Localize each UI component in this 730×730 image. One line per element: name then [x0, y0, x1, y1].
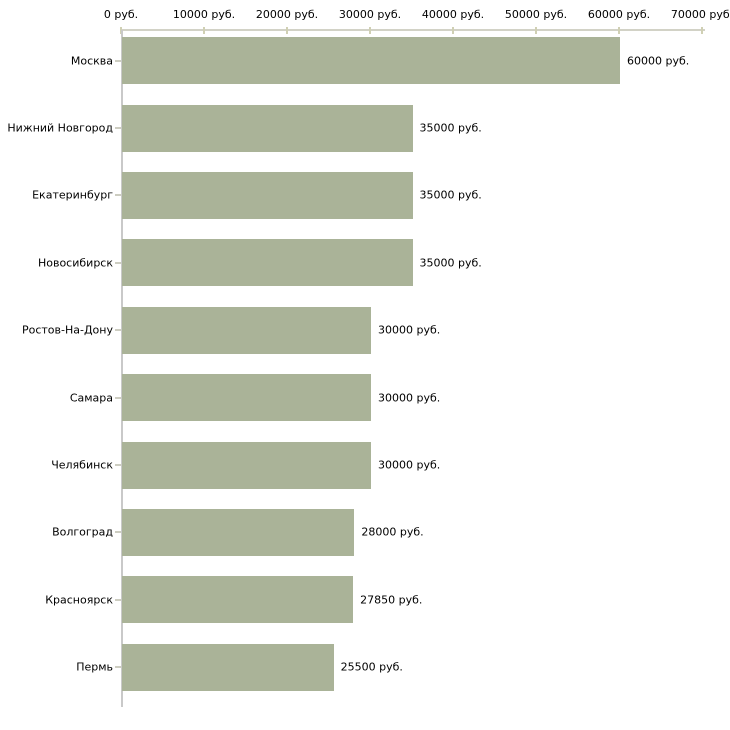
x-axis-tick-label: 0 руб. — [103, 8, 139, 21]
bar-row: Пермь 25500 руб. — [0, 634, 730, 701]
category-label: Красноярск — [45, 593, 113, 607]
category-label: Новосибирск — [37, 256, 113, 270]
bar — [122, 171, 413, 219]
value-label: 30000 руб. — [378, 458, 441, 472]
category-label: Самара — [69, 391, 113, 405]
bar-row: Волгоград 28000 руб. — [0, 499, 730, 566]
x-axis-tick-label: 40000 руб. — [421, 8, 485, 21]
bar — [122, 374, 371, 422]
bar — [122, 643, 334, 691]
x-axis-tick — [286, 27, 288, 34]
bar-row: Екатеринбург 35000 руб. — [0, 162, 730, 229]
bar — [122, 104, 413, 152]
x-axis-tick-label: 20000 руб. — [255, 8, 319, 21]
bar-row: Красноярск 27850 руб. — [0, 566, 730, 633]
category-tick — [115, 464, 121, 467]
category-label: Волгоград — [52, 525, 113, 539]
x-axis-tick — [618, 27, 620, 34]
category-label: Москва — [70, 54, 113, 68]
value-label: 60000 руб. — [627, 54, 690, 68]
category-tick — [115, 531, 121, 534]
x-axis-tick — [535, 27, 537, 34]
bar — [122, 239, 413, 287]
x-axis-tick-label: 30000 руб. — [338, 8, 402, 21]
bar-row: Самара 30000 руб. — [0, 364, 730, 431]
value-label: 30000 руб. — [378, 391, 441, 405]
bar-row: Нижний Новгород 35000 руб. — [0, 94, 730, 161]
value-label: 35000 руб. — [419, 121, 482, 135]
x-axis-tick-label: 50000 руб. — [504, 8, 568, 21]
category-label: Екатеринбург — [32, 188, 113, 202]
category-label: Челябинск — [51, 458, 113, 472]
value-label: 27850 руб. — [360, 593, 423, 607]
x-axis-tick — [701, 27, 703, 34]
bar — [122, 508, 355, 556]
category-label: Пермь — [76, 660, 113, 674]
value-label: 30000 руб. — [378, 323, 441, 337]
category-tick — [115, 127, 121, 130]
category-tick — [115, 261, 121, 264]
x-axis-tick-label: 60000 руб. — [587, 8, 651, 21]
x-axis-tick-label: 70000 руб. — [670, 8, 730, 21]
bar-row: Ростов-На-Дону 30000 руб. — [0, 297, 730, 364]
x-axis-tick — [452, 27, 454, 34]
value-label: 35000 руб. — [419, 256, 482, 270]
x-axis-line — [121, 29, 705, 31]
category-label: Ростов-На-Дону — [21, 323, 113, 337]
x-axis-tick — [369, 27, 371, 34]
bar-row: Москва 60000 руб. — [0, 27, 730, 94]
value-label: 35000 руб. — [419, 188, 482, 202]
x-axis-tick-label: 10000 руб. — [172, 8, 236, 21]
value-label: 28000 руб. — [361, 525, 424, 539]
category-tick — [115, 194, 121, 197]
x-axis-tick — [203, 27, 205, 34]
category-label: Нижний Новгород — [7, 121, 113, 135]
category-tick — [115, 329, 121, 332]
category-tick — [115, 59, 121, 62]
category-tick — [115, 666, 121, 669]
bar — [122, 441, 371, 489]
bar — [122, 37, 620, 85]
bar — [122, 306, 371, 354]
y-axis-spine — [121, 30, 123, 707]
bar — [122, 576, 354, 624]
category-tick — [115, 396, 121, 399]
bar-row: Челябинск 30000 руб. — [0, 431, 730, 498]
value-label: 25500 руб. — [340, 660, 403, 674]
bar-row: Новосибирск 35000 руб. — [0, 229, 730, 296]
category-tick — [115, 598, 121, 601]
